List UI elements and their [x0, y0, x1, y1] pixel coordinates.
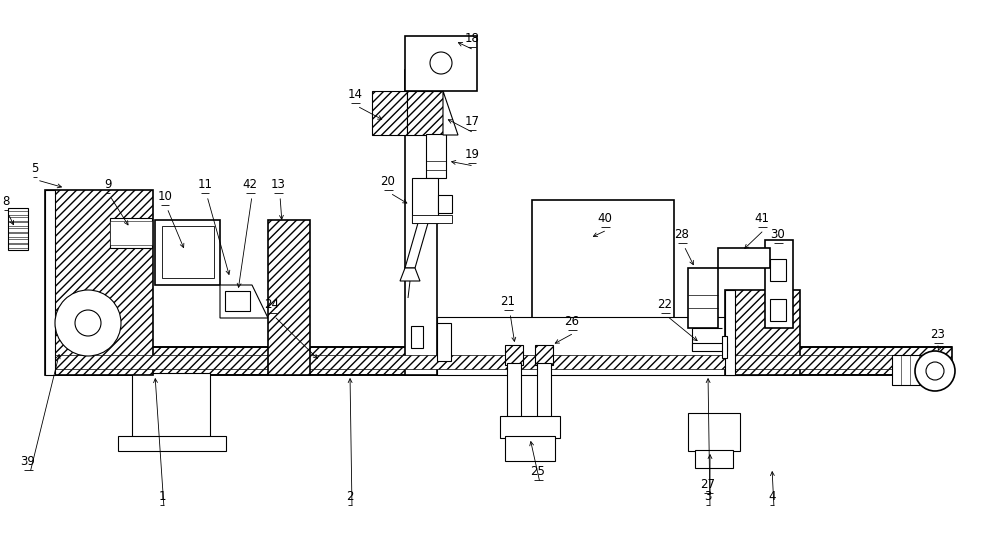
- Bar: [532, 200, 674, 325]
- Bar: [8, 211, 28, 215]
- Bar: [688, 268, 718, 328]
- Circle shape: [75, 310, 101, 336]
- Bar: [765, 240, 793, 328]
- Text: 26: 26: [564, 315, 580, 328]
- Bar: [437, 317, 759, 375]
- Bar: [45, 190, 153, 375]
- Bar: [225, 291, 250, 311]
- Text: 3: 3: [704, 490, 712, 503]
- Bar: [8, 216, 28, 221]
- Bar: [8, 228, 28, 231]
- Text: 20: 20: [381, 175, 395, 188]
- Bar: [695, 450, 733, 468]
- Bar: [155, 220, 220, 285]
- Bar: [405, 36, 477, 91]
- Bar: [110, 221, 152, 245]
- Circle shape: [915, 351, 955, 391]
- Bar: [52, 347, 952, 375]
- Text: 19: 19: [464, 148, 480, 161]
- Bar: [52, 355, 910, 369]
- Text: 11: 11: [197, 178, 212, 191]
- Bar: [8, 233, 28, 237]
- Polygon shape: [443, 91, 458, 135]
- Bar: [770, 259, 786, 281]
- Text: 27: 27: [700, 478, 716, 491]
- Bar: [426, 134, 446, 178]
- Bar: [162, 226, 214, 278]
- Text: 25: 25: [531, 465, 545, 478]
- Bar: [405, 70, 437, 375]
- Bar: [892, 355, 947, 385]
- Bar: [438, 195, 452, 213]
- Bar: [537, 363, 551, 418]
- Bar: [770, 299, 786, 321]
- Bar: [8, 208, 28, 250]
- Polygon shape: [405, 223, 428, 268]
- Bar: [8, 222, 28, 226]
- Text: 21: 21: [501, 295, 516, 308]
- Text: 18: 18: [465, 32, 479, 45]
- Bar: [725, 290, 735, 375]
- Polygon shape: [400, 268, 420, 281]
- Text: 4: 4: [768, 490, 776, 503]
- Bar: [725, 290, 800, 375]
- Bar: [692, 343, 727, 351]
- Circle shape: [55, 290, 121, 356]
- Bar: [505, 345, 523, 365]
- Bar: [437, 323, 451, 361]
- Bar: [718, 248, 770, 268]
- Text: 5: 5: [31, 162, 39, 175]
- Text: 8: 8: [2, 195, 10, 208]
- Bar: [110, 218, 152, 248]
- Text: 14: 14: [348, 88, 362, 101]
- Bar: [535, 345, 553, 365]
- Text: 17: 17: [464, 115, 480, 128]
- Bar: [45, 190, 55, 375]
- Bar: [507, 363, 521, 418]
- Circle shape: [926, 362, 944, 380]
- Text: 42: 42: [242, 178, 258, 191]
- Polygon shape: [220, 285, 268, 318]
- Text: 22: 22: [658, 298, 672, 311]
- Circle shape: [430, 52, 452, 74]
- Text: 24: 24: [264, 298, 280, 311]
- Bar: [372, 91, 407, 135]
- Text: 39: 39: [21, 455, 35, 468]
- Bar: [132, 373, 210, 438]
- Bar: [500, 416, 560, 438]
- Bar: [412, 215, 452, 223]
- Text: 10: 10: [158, 190, 172, 203]
- Text: 28: 28: [675, 228, 689, 241]
- Bar: [411, 326, 423, 348]
- Text: 2: 2: [346, 490, 354, 503]
- Text: 41: 41: [755, 212, 770, 225]
- Bar: [505, 436, 555, 461]
- Bar: [722, 336, 727, 358]
- Text: 40: 40: [598, 212, 612, 225]
- Bar: [268, 220, 310, 375]
- Text: 30: 30: [771, 228, 785, 241]
- Text: 9: 9: [104, 178, 112, 191]
- Bar: [8, 244, 28, 248]
- Bar: [8, 238, 28, 243]
- Bar: [407, 91, 443, 135]
- Bar: [412, 178, 438, 223]
- Bar: [688, 413, 740, 451]
- Bar: [118, 436, 226, 451]
- Text: 23: 23: [931, 328, 945, 341]
- Text: 1: 1: [158, 490, 166, 503]
- Text: 13: 13: [271, 178, 285, 191]
